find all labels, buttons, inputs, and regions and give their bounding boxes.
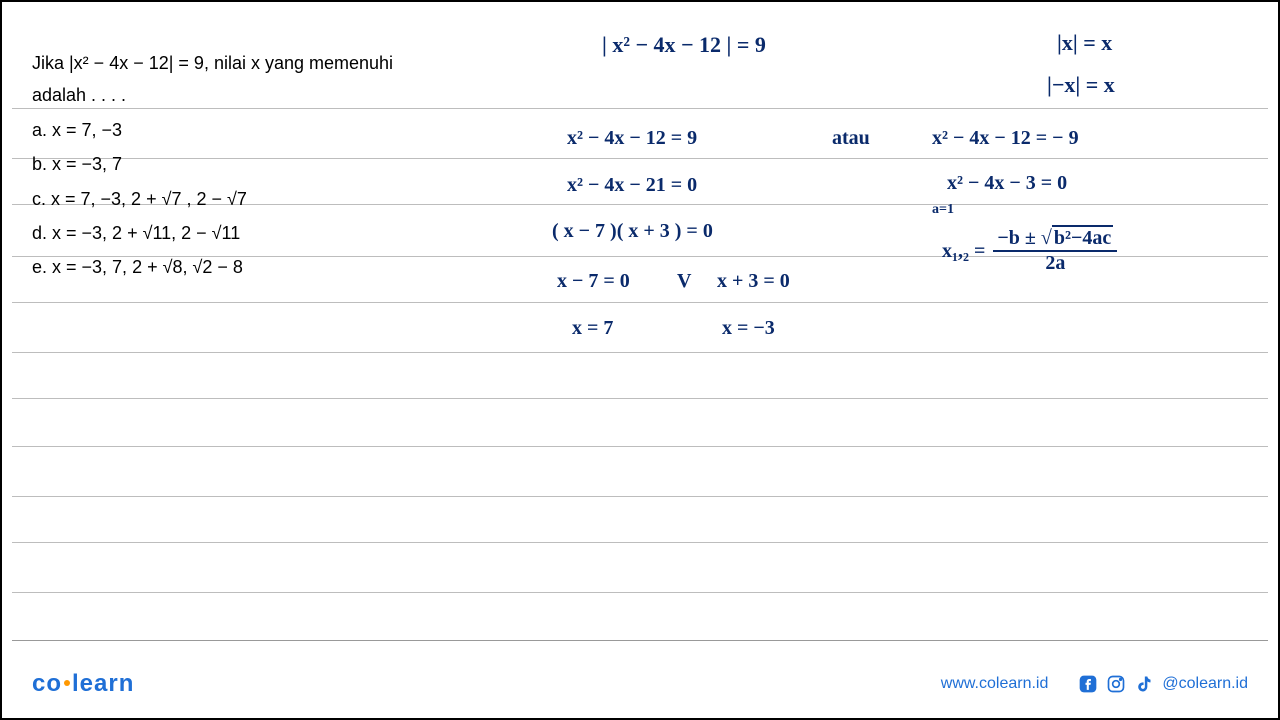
option-d: d. x = −3, 2 + √11, 2 − √11 xyxy=(32,217,393,249)
hand-quadratic-formula: x₁,₂ = −b ± √b²−4ac 2a xyxy=(942,227,1117,275)
instagram-icon xyxy=(1106,674,1126,694)
page-content: Jika |x² − 4x − 12| = 9, nilai x yang me… xyxy=(2,2,1278,718)
hand-left-5a: x = 7 xyxy=(572,317,613,340)
hand-right-1: x² − 4x − 12 = − 9 xyxy=(932,127,1079,150)
question-line-2: adalah . . . . xyxy=(32,79,393,111)
brand-right: learn xyxy=(72,670,134,697)
hand-left-1: x² − 4x − 12 = 9 xyxy=(567,127,697,150)
option-e: e. x = −3, 7, 2 + √8, √2 − 8 xyxy=(32,251,393,283)
hand-abs-rule-1: |x| = x xyxy=(1057,30,1112,56)
hand-left-5b: x = −3 xyxy=(722,317,775,340)
footer-right: www.colearn.id @colearn.id xyxy=(941,674,1248,694)
tiktok-icon xyxy=(1134,674,1154,694)
option-c: c. x = 7, −3, 2 + √7 , 2 − √7 xyxy=(32,183,393,215)
option-b: b. x = −3, 7 xyxy=(32,148,393,180)
footer-handle: @colearn.id xyxy=(1162,675,1248,693)
hand-left-4v: V xyxy=(677,270,691,293)
brand-left: co xyxy=(32,670,62,697)
formula-denominator: 2a xyxy=(993,252,1117,275)
formula-fraction: −b ± √b²−4ac 2a xyxy=(993,227,1117,275)
hand-title-equation: | x² − 4x − 12 | = 9 xyxy=(602,32,766,58)
question-line-1: Jika |x² − 4x − 12| = 9, nilai x yang me… xyxy=(32,47,393,79)
brand-logo: colearn xyxy=(32,670,134,698)
formula-numerator: −b ± √b²−4ac xyxy=(993,227,1117,252)
option-a: a. x = 7, −3 xyxy=(32,114,393,146)
hand-left-4a: x − 7 = 0 xyxy=(557,270,630,293)
question-block: Jika |x² − 4x − 12| = 9, nilai x yang me… xyxy=(32,47,393,286)
brand-dot-icon xyxy=(64,680,70,686)
answer-options: a. x = 7, −3 b. x = −3, 7 c. x = 7, −3, … xyxy=(32,114,393,284)
formula-x-label: x₁,₂ = xyxy=(942,240,985,263)
hand-left-2: x² − 4x − 21 = 0 xyxy=(567,174,697,197)
hand-abs-rule-2: |−x| = x xyxy=(1047,72,1115,98)
hand-left-4b: x + 3 = 0 xyxy=(717,270,790,293)
hand-right-a1: a=1 xyxy=(932,202,954,218)
facebook-icon xyxy=(1078,674,1098,694)
social-icons: @colearn.id xyxy=(1078,674,1248,694)
hand-right-2: x² − 4x − 3 = 0 xyxy=(947,172,1067,195)
footer: colearn www.colearn.id @colearn.id xyxy=(32,652,1248,698)
hand-atau: atau xyxy=(832,127,870,150)
footer-url: www.colearn.id xyxy=(941,675,1049,693)
hand-left-3: ( x − 7 )( x + 3 ) = 0 xyxy=(552,220,713,243)
